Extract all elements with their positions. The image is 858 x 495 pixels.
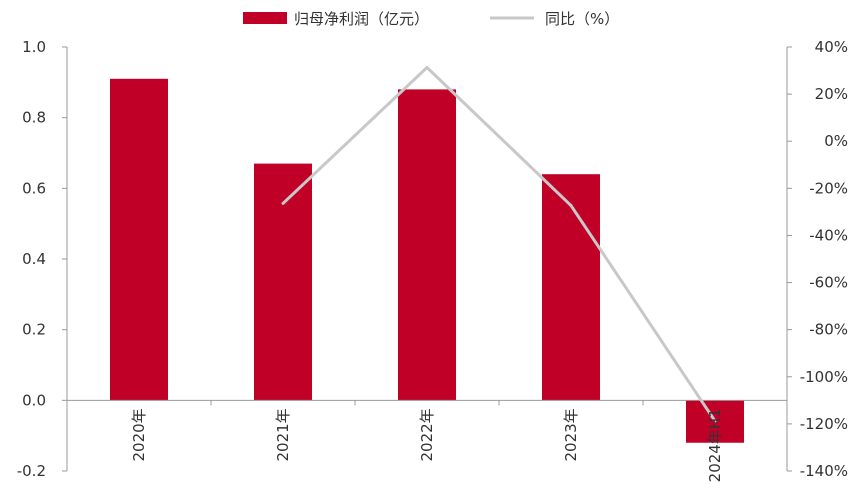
right-axis-tick-label: -100% — [800, 368, 848, 386]
right-axis-tick-label: -120% — [800, 415, 848, 433]
line-point — [281, 201, 285, 205]
left-axis-tick-label: -0.2 — [17, 462, 46, 480]
bar — [542, 174, 600, 401]
category-label: 2021年 — [274, 408, 292, 461]
legend-bar-label: 归母净利润（亿元） — [294, 10, 429, 28]
right-axis-tick-label: 0% — [824, 132, 848, 150]
legend-line-label: 同比（%） — [545, 10, 619, 28]
category-label: 2023年 — [562, 408, 580, 461]
line-point — [425, 65, 429, 69]
right-axis-tick-label: -40% — [809, 226, 848, 244]
line-point — [713, 419, 717, 423]
right-axis-tick-label: -20% — [809, 179, 848, 197]
bar — [254, 163, 312, 401]
right-axis-tick-label: -60% — [809, 274, 848, 292]
bar — [110, 78, 168, 401]
bar-series — [110, 78, 744, 443]
line-point — [569, 204, 573, 208]
left-axis-tick-label: 0.0 — [22, 391, 46, 409]
left-axis-tick-label: 0.4 — [22, 250, 46, 268]
left-axis-tick-label: 0.6 — [22, 179, 46, 197]
right-y-axis: -140% -120% -100% -80% -60% -40% -20% 0% 20% 40% — [786, 38, 848, 480]
legend: 归母净利润（亿元） 同比（%） — [243, 10, 619, 28]
bar — [398, 89, 456, 401]
category-label: 2022年 — [418, 408, 436, 461]
left-y-axis: -0.2 0.0 0.2 0.4 0.6 0.8 1.0 — [17, 38, 68, 480]
left-axis-tick-label: 1.0 — [22, 38, 46, 56]
left-axis-tick-label: 0.8 — [22, 109, 46, 127]
line-series — [281, 65, 717, 423]
left-axis-tick-label: 0.2 — [22, 321, 46, 339]
category-label: 2024年H1 — [706, 408, 724, 482]
right-axis-tick-label: 40% — [815, 38, 848, 56]
right-axis-tick-label: 20% — [815, 85, 848, 103]
legend-bar-swatch — [243, 12, 287, 24]
zero-baseline — [67, 399, 787, 406]
line-path — [281, 65, 717, 422]
category-labels: 2020年 2021年 2022年 2023年 2024年H1 — [130, 408, 724, 482]
right-axis-tick-label: -140% — [800, 462, 848, 480]
category-label: 2020年 — [130, 408, 148, 461]
right-axis-tick-label: -80% — [809, 321, 848, 339]
